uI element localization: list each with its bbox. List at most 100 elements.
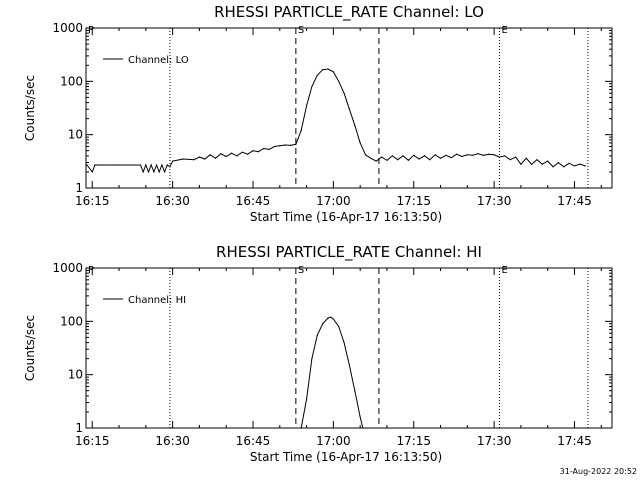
- data-point: [220, 153, 222, 155]
- data-point: [322, 69, 324, 71]
- data-point: [413, 154, 415, 156]
- x-tick-label: 17:00: [316, 434, 351, 448]
- data-point: [166, 164, 168, 166]
- data-point: [579, 163, 581, 165]
- data-point: [348, 108, 350, 110]
- data-point: [153, 171, 155, 173]
- data-point: [434, 154, 436, 156]
- data-point: [209, 154, 211, 156]
- data-point: [311, 358, 313, 360]
- y-tick-label: 10: [68, 128, 83, 142]
- y-tick-label: 1000: [52, 261, 83, 275]
- data-point: [94, 164, 96, 166]
- x-axis-label: Start Time (16-Apr-17 16:13:50): [250, 450, 442, 464]
- data-point: [86, 164, 88, 166]
- data-point: [359, 142, 361, 144]
- data-point: [198, 156, 200, 158]
- chart-title: RHESSI PARTICLE_RATE Channel: LO: [214, 3, 484, 22]
- data-point: [306, 105, 308, 107]
- data-point: [322, 323, 324, 325]
- event-marker-label: P: [88, 25, 94, 36]
- data-point: [327, 317, 329, 319]
- data-point: [236, 155, 238, 157]
- series-line-1: [300, 316, 364, 429]
- data-point: [563, 166, 565, 168]
- data-point: [573, 165, 576, 167]
- y-tick-label: 10: [68, 368, 83, 382]
- x-axis-label: Start Time (16-Apr-17 16:13:50): [250, 210, 442, 224]
- data-point: [354, 124, 356, 126]
- event-marker-label: P: [88, 265, 94, 276]
- data-point: [257, 151, 259, 153]
- series-line-1: [86, 68, 586, 174]
- data-point: [338, 325, 340, 328]
- x-tick-label: 17:15: [396, 434, 431, 448]
- data-point: [547, 160, 549, 162]
- data-point: [225, 155, 227, 158]
- data-point: [306, 398, 308, 400]
- data-point: [97, 164, 99, 166]
- data-point: [214, 157, 217, 159]
- data-point: [193, 159, 195, 161]
- data-point: [300, 427, 302, 429]
- data-point: [147, 171, 150, 173]
- event-marker-label: E: [501, 265, 507, 276]
- y-tick-label: 1000: [52, 21, 83, 35]
- x-tick-label: 16:30: [155, 434, 190, 448]
- y-axis-label: Counts/sec: [23, 75, 37, 141]
- y-tick-label: 1: [75, 421, 83, 435]
- legend-label: Channel: LO: [128, 55, 189, 66]
- data-point: [472, 154, 474, 156]
- event-marker-label: E: [501, 25, 507, 36]
- data-point: [445, 154, 447, 156]
- data-point: [456, 153, 458, 155]
- data-point: [252, 150, 254, 152]
- data-point: [182, 158, 184, 160]
- data-point: [311, 85, 313, 88]
- data-point: [91, 171, 93, 173]
- data-point: [482, 154, 484, 156]
- data-point: [295, 143, 297, 145]
- x-tick-label: 17:45: [557, 434, 592, 448]
- data-point: [169, 166, 171, 168]
- data-point: [158, 171, 160, 173]
- data-point: [509, 159, 511, 161]
- y-tick-label: 1: [75, 181, 83, 195]
- data-point: [429, 159, 431, 161]
- x-tick-label: 17:45: [557, 194, 592, 208]
- data-point: [263, 147, 265, 150]
- data-point: [450, 157, 452, 159]
- data-point: [268, 148, 270, 150]
- data-point: [204, 158, 206, 160]
- data-point: [338, 80, 340, 82]
- data-point: [407, 159, 409, 161]
- data-point: [330, 316, 332, 318]
- data-point: [493, 154, 495, 156]
- data-point: [279, 145, 281, 147]
- data-point: [327, 68, 329, 70]
- x-tick-label: 17:30: [477, 194, 512, 208]
- legend-label: Channel: HI: [128, 295, 186, 306]
- data-point: [142, 171, 144, 173]
- event-marker-label: S: [298, 265, 304, 276]
- data-point: [284, 144, 286, 146]
- data-point: [375, 160, 377, 162]
- data-point: [402, 155, 404, 157]
- x-tick-label: 16:45: [236, 434, 271, 448]
- data-point: [504, 155, 506, 157]
- plot-frame: [85, 27, 613, 189]
- data-point: [370, 157, 372, 159]
- data-point: [139, 164, 142, 166]
- data-point: [359, 416, 361, 418]
- data-point: [386, 159, 388, 161]
- data-point: [364, 154, 367, 156]
- data-point: [354, 390, 356, 392]
- event-marker-label: S: [298, 25, 304, 36]
- data-point: [525, 157, 527, 159]
- data-point: [397, 159, 399, 161]
- data-point: [348, 364, 350, 366]
- data-point: [118, 164, 120, 166]
- data-point: [477, 153, 479, 155]
- data-point: [332, 71, 334, 73]
